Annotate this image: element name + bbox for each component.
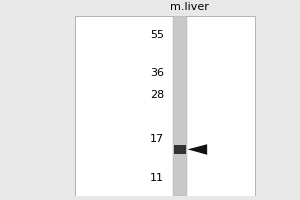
Polygon shape (188, 144, 207, 155)
Bar (173, 16, 187, 196)
Text: 17: 17 (150, 134, 164, 144)
Bar (174, 145, 186, 154)
Bar (75, 16, 255, 196)
Text: 36: 36 (150, 68, 164, 78)
Text: 11: 11 (150, 173, 164, 183)
Text: m.liver: m.liver (169, 2, 208, 12)
Text: 28: 28 (150, 90, 164, 100)
Text: 55: 55 (150, 30, 164, 40)
